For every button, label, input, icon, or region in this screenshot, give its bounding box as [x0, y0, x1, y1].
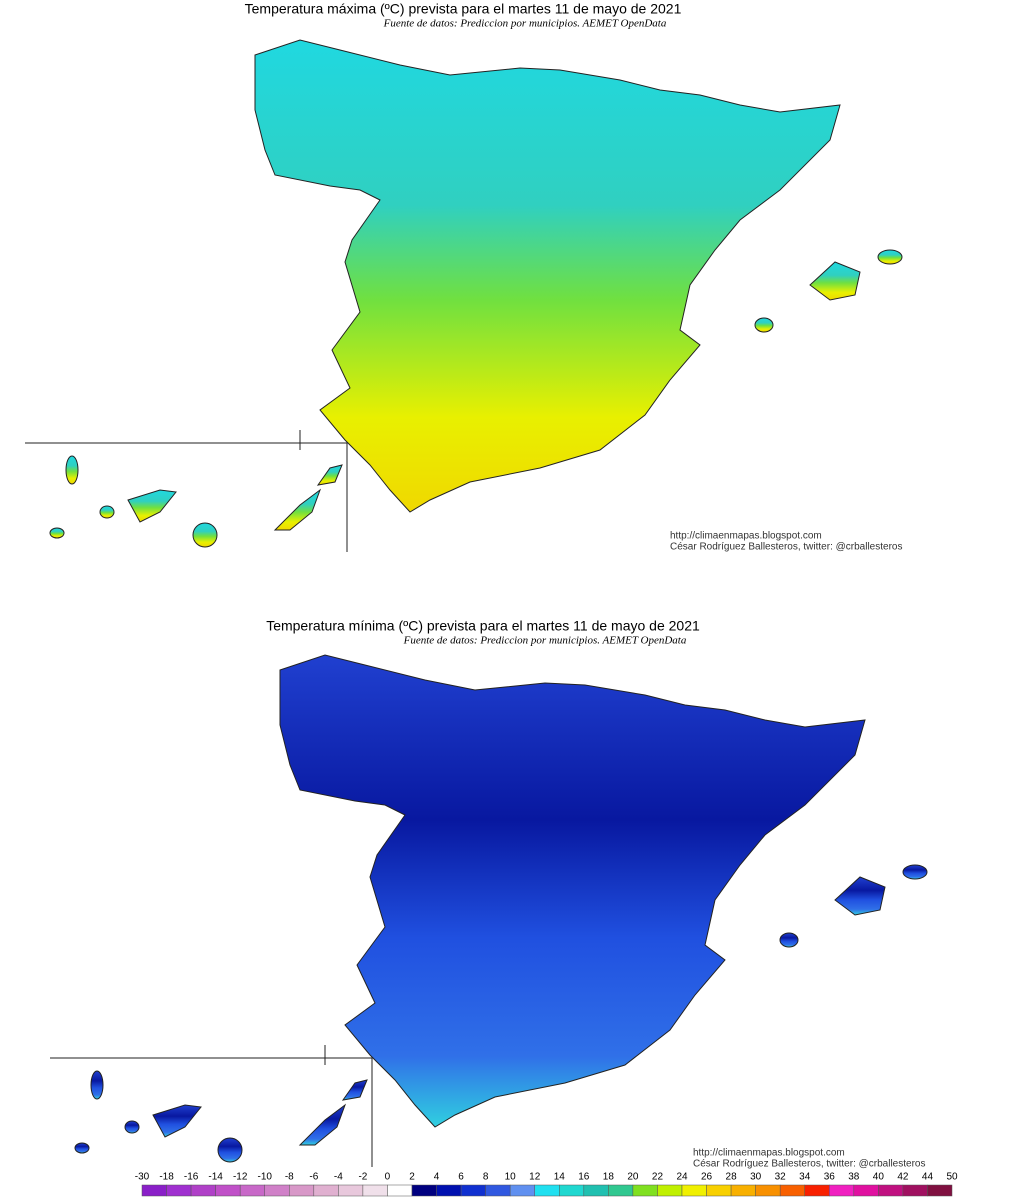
legend-swatch	[509, 1184, 535, 1197]
legend-tick-label: -8	[285, 1172, 294, 1183]
legend-swatch	[730, 1184, 756, 1197]
legend-swatch	[190, 1184, 216, 1197]
legend-swatch	[853, 1184, 879, 1197]
legend-swatch	[166, 1184, 192, 1197]
legend-swatch	[338, 1184, 364, 1197]
legend-swatch	[387, 1184, 413, 1197]
credit-url: http://climaenmapas.blogspot.com	[693, 1148, 845, 1159]
legend-swatch	[608, 1184, 634, 1197]
legend-swatch	[657, 1184, 683, 1197]
legend-swatch	[215, 1184, 241, 1197]
legend-swatch	[264, 1184, 290, 1197]
legend-swatch	[583, 1184, 609, 1197]
credit-url: http://climaenmapas.blogspot.com	[670, 531, 822, 542]
legend-tick-label: 18	[603, 1172, 615, 1183]
legend-swatch	[902, 1184, 928, 1197]
legend-tick-label: 10	[505, 1172, 517, 1183]
legend-tick-label: 2	[409, 1172, 415, 1183]
legend-swatch	[436, 1184, 462, 1197]
subtitle: Fuente de datos: Prediccion por municipi…	[403, 635, 687, 647]
legend-tick-label: -14	[208, 1172, 223, 1183]
legend-tick-label: 8	[483, 1172, 489, 1183]
legend-tick-label: 0	[385, 1172, 391, 1183]
map-max	[24, 39, 903, 553]
legend-swatch	[141, 1184, 167, 1197]
legend-tick-label: -2	[358, 1172, 367, 1183]
legend-tick-label: 24	[676, 1172, 688, 1183]
legend-tick-label: -6	[309, 1172, 318, 1183]
legend-swatch	[681, 1184, 707, 1197]
legend-swatch	[804, 1184, 830, 1197]
legend-tick-label: 22	[652, 1172, 664, 1183]
legend-tick-label: 40	[873, 1172, 885, 1183]
legend-tick-label: 42	[897, 1172, 909, 1183]
color-legend: -30 -18 -16 -14 -12 -10 -8 -6 -4 -2 0 2 4 6 8 10 12 14 16 1…	[135, 1172, 958, 1197]
legend-tick-label: 32	[775, 1172, 787, 1183]
legend-swatch	[878, 1184, 904, 1197]
legend-swatch	[289, 1184, 315, 1197]
legend-tick-label: 44	[922, 1172, 934, 1183]
legend-tick-label: 16	[578, 1172, 590, 1183]
legend-tick-label: 36	[824, 1172, 836, 1183]
credit-author: César Rodríguez Ballesteros, twitter: @c…	[693, 1159, 925, 1170]
legend-tick-label: 12	[529, 1172, 541, 1183]
legend-swatch	[706, 1184, 732, 1197]
legend-tick-label: 20	[627, 1172, 639, 1183]
subtitle: Fuente de datos: Prediccion por municipi…	[383, 18, 667, 30]
legend-tick-label: 50	[946, 1172, 958, 1183]
legend-tick-label: -16	[184, 1172, 199, 1183]
legend-tick-label: 38	[848, 1172, 860, 1183]
title: Temperatura máxima (ºC) prevista para el…	[245, 1, 682, 17]
legend-swatch	[632, 1184, 658, 1197]
legend-swatch	[411, 1184, 437, 1197]
map-min	[49, 654, 928, 1168]
legend-tick-label: 14	[554, 1172, 566, 1183]
legend-tick-label: -30	[135, 1172, 150, 1183]
legend-swatch	[779, 1184, 805, 1197]
legend-swatch	[485, 1184, 511, 1197]
legend-tick-label: -10	[258, 1172, 273, 1183]
legend-tick-label: 26	[701, 1172, 713, 1183]
legend-swatch	[829, 1184, 855, 1197]
legend-swatch	[755, 1184, 781, 1197]
legend-tick-label: 34	[799, 1172, 811, 1183]
legend-tick-label: -18	[159, 1172, 174, 1183]
legend-tick-label: 28	[726, 1172, 738, 1183]
legend-tick-label: 4	[434, 1172, 440, 1183]
credit-author: César Rodríguez Ballesteros, twitter: @c…	[670, 542, 902, 553]
legend-tick-label: -12	[233, 1172, 248, 1183]
legend-swatch	[559, 1184, 585, 1197]
legend-tick-label: 6	[458, 1172, 464, 1183]
legend-tick-label: 30	[750, 1172, 762, 1183]
legend-swatch	[927, 1184, 953, 1197]
legend-swatch	[460, 1184, 486, 1197]
legend-swatch	[362, 1184, 388, 1197]
legend-swatch	[534, 1184, 560, 1197]
legend-swatch	[313, 1184, 339, 1197]
legend-tick-label: -4	[334, 1172, 343, 1183]
legend-swatch	[239, 1184, 265, 1197]
title: Temperatura mínima (ºC) prevista para el…	[266, 618, 700, 634]
